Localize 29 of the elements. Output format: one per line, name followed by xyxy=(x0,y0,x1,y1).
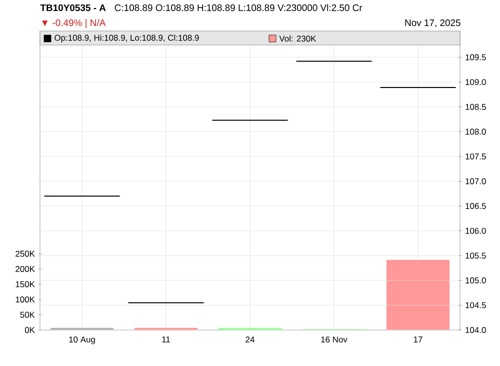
legend-label: Vol: 230K xyxy=(279,35,316,42)
y2-tick-label: 108.0 xyxy=(466,128,486,135)
x-tick-label: 10 Aug xyxy=(69,336,95,344)
y-tick-label: 250K xyxy=(16,250,35,257)
y2-tick-label: 108.5 xyxy=(466,104,486,110)
y-tick-label: 0K xyxy=(24,327,35,333)
y2-tick-label: 106.5 xyxy=(466,203,486,210)
y2-tick-label: 106.0 xyxy=(466,228,486,234)
y2-tick-label: 107.0 xyxy=(466,178,486,184)
x-tick-label: 24 xyxy=(246,336,254,342)
y2-tick-label: 105.0 xyxy=(466,277,486,284)
chart-subtitle: C:108.89 O:108.89 H:108.89 L:108.89 V:230000 Vl:2.50 Cr xyxy=(114,4,362,12)
y-tick-label: 50K xyxy=(20,312,35,318)
text: ▼ -0.49% | N/A xyxy=(42,19,106,28)
text: Nov 17, 2025 xyxy=(405,19,460,28)
y2-tick-label: 109.5 xyxy=(466,54,486,60)
y-tick-label: 200K xyxy=(16,266,35,272)
y2-tick-label: 109.0 xyxy=(466,79,486,86)
chart-title: TB10Y0535 - A xyxy=(40,4,106,12)
y2-tick-label: 105.5 xyxy=(466,252,486,259)
x-tick-label: 17 xyxy=(414,336,422,342)
legend-label: Op:108.9, Hi:108.9, Lo:108.9, Cl:108.9 xyxy=(54,34,199,42)
x-tick-label: 16 Nov xyxy=(321,336,348,343)
y2-tick-label: 104.5 xyxy=(466,302,486,308)
y2-tick-label: 104.0 xyxy=(466,327,486,333)
y-tick-label: 150K xyxy=(16,281,35,288)
y2-tick-label: 107.5 xyxy=(466,153,486,160)
y-tick-label: 100K xyxy=(16,296,35,302)
x-tick-label: 11 xyxy=(162,336,170,342)
